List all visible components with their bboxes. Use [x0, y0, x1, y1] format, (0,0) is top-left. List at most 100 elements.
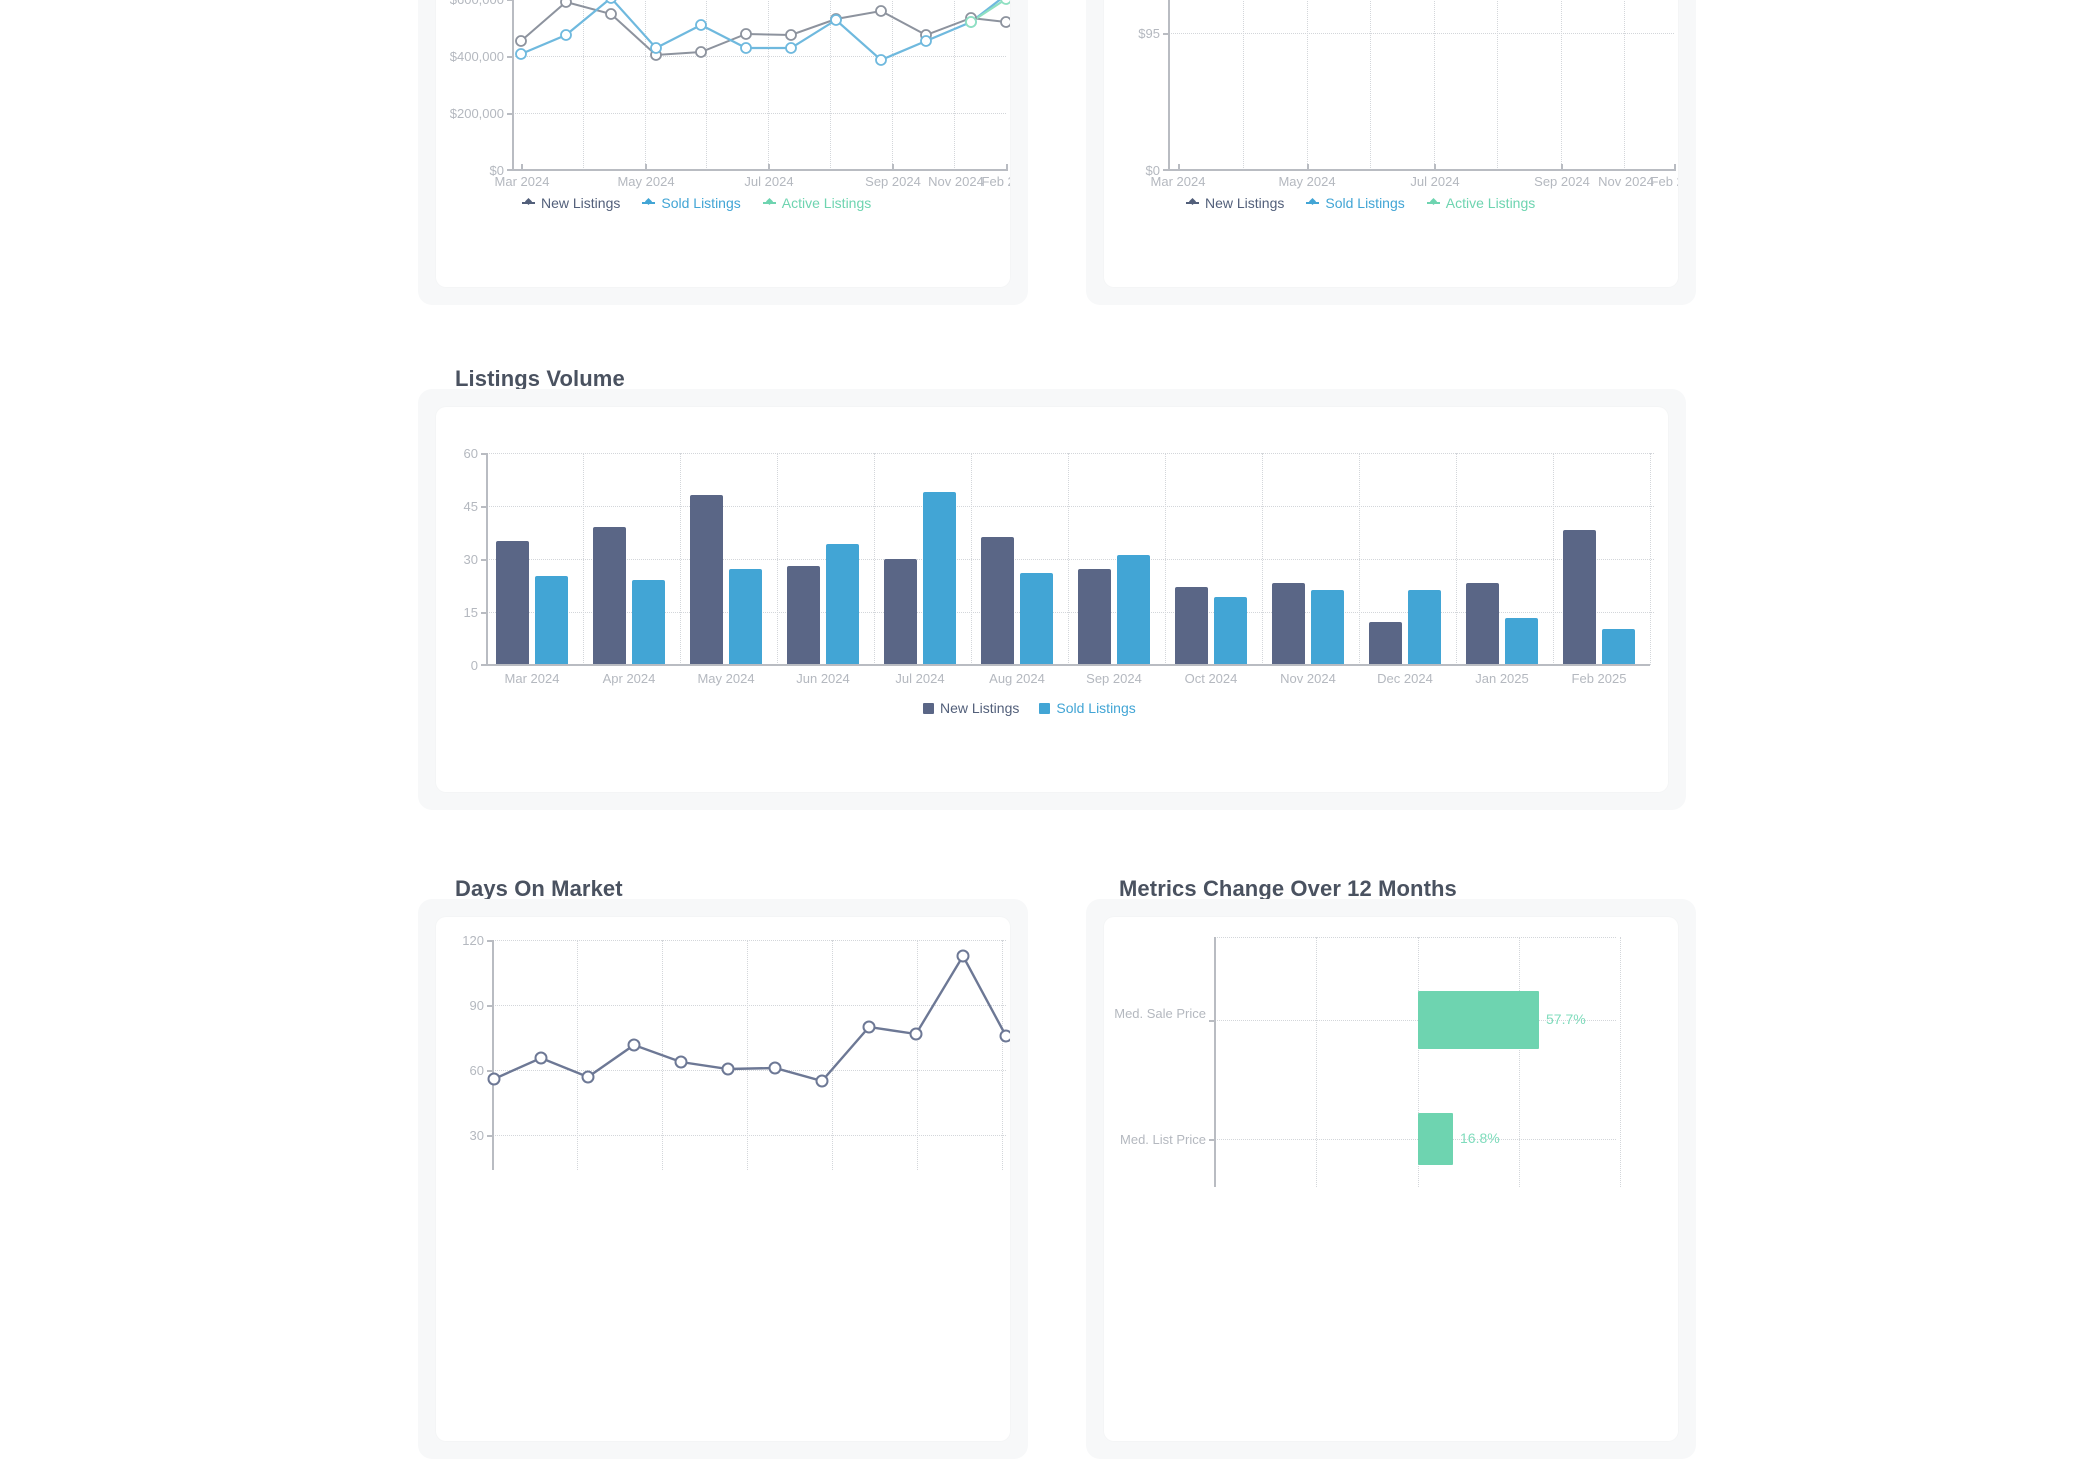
bar-sold-listings[interactable]: [826, 544, 859, 664]
dashboard-page: $600,000 $400,000 $200,000 $0: [0, 0, 2100, 1141]
listings-volume-chart: 60 45 30 15 0: [436, 407, 1668, 792]
bar-sold-listings[interactable]: [1505, 618, 1538, 664]
bar-med-sale-price[interactable]: [1418, 991, 1539, 1049]
y-tick-label: 90: [469, 998, 484, 1013]
y-tick-label: 0: [470, 658, 478, 673]
grid-line-horizontal: [1214, 1139, 1616, 1140]
bar-new-listings[interactable]: [981, 537, 1014, 664]
legend-item-sold-listings[interactable]: Sold Listings: [642, 195, 741, 211]
bar-new-listings[interactable]: [787, 566, 820, 664]
x-tick-mark: [1434, 164, 1436, 170]
bar-sold-listings[interactable]: [729, 569, 762, 664]
y-tick-label: 60: [463, 446, 478, 461]
x-tick-label: Mar 2024: [1150, 174, 1206, 189]
legend-label: Sold Listings: [1325, 195, 1405, 211]
y-tick-mark: [1163, 33, 1169, 35]
x-tick-label: Jun 2024: [796, 671, 850, 686]
bar-new-listings[interactable]: [593, 527, 626, 664]
bar-new-listings[interactable]: [1466, 583, 1499, 664]
days-on-market-card: 120 90 60 30: [418, 899, 1028, 1459]
grid-line-vertical: [1561, 0, 1562, 170]
bar-new-listings[interactable]: [496, 541, 529, 664]
grid-line-horizontal: [486, 559, 1654, 560]
y-axis-line: [492, 940, 494, 1170]
grid-line-horizontal: [1214, 1020, 1616, 1021]
bar-sold-listings[interactable]: [1214, 597, 1247, 664]
grid-line-vertical: [917, 940, 918, 1170]
legend-label: New Listings: [1205, 195, 1285, 211]
y-tick-label: 30: [469, 1128, 484, 1143]
x-tick-label: Nov 2024: [1598, 174, 1654, 189]
bar-new-listings[interactable]: [1078, 569, 1111, 664]
y-tick-mark: [481, 453, 487, 455]
y-tick-label: 120: [462, 933, 484, 948]
bar-sold-listings[interactable]: [1602, 629, 1635, 664]
price-per-sqft-right-chart: $285 $190 $95 $0: [1104, 0, 1678, 287]
grid-line-vertical: [874, 453, 875, 665]
x-tick-mark: [892, 164, 894, 170]
legend-item-new-listings[interactable]: New Listings: [923, 700, 1019, 716]
x-tick-label: Sep 2024: [1086, 671, 1142, 686]
grid-line-horizontal: [512, 113, 1006, 114]
y-tick-label: $0: [1145, 163, 1160, 178]
chart-legend: New Listings Sold Listings Active Listin…: [1186, 195, 1535, 211]
grid-line-vertical: [1519, 937, 1520, 1187]
legend-item-active-listings[interactable]: Active Listings: [1426, 195, 1535, 211]
bar-value-label-med-sale-price: 57.7%: [1546, 1011, 1586, 1027]
bar-new-listings[interactable]: [1272, 583, 1305, 664]
grid-line-horizontal: [486, 612, 1654, 613]
bar-value-label-med-list-price: 16.8%: [1460, 1130, 1500, 1146]
y-tick-label: $600,000: [436, 0, 504, 7]
x-tick-label: Apr 2024: [602, 671, 656, 686]
bar-sold-listings[interactable]: [1311, 590, 1344, 664]
grid-line-vertical: [1262, 453, 1263, 665]
bar-new-listings[interactable]: [884, 559, 917, 664]
listings-volume-title: Listings Volume: [455, 366, 625, 391]
x-tick-label: Jul 2024: [744, 174, 794, 189]
legend-label: Sold Listings: [1056, 700, 1136, 716]
bar-sold-listings[interactable]: [535, 576, 568, 664]
x-tick-label: Feb 2025: [981, 174, 1010, 189]
line-series-svg: [515, 0, 1010, 66]
bar-new-listings[interactable]: [690, 495, 723, 664]
legend-item-sold-listings[interactable]: Sold Listings: [1039, 700, 1136, 716]
x-axis-line: [486, 664, 1650, 666]
grid-line-vertical: [1316, 937, 1317, 1187]
price-trends-left-chart: $600,000 $400,000 $200,000 $0: [436, 0, 1010, 287]
grid-line-vertical: [1624, 0, 1625, 170]
bar-sold-listings[interactable]: [1408, 590, 1441, 664]
grid-line-horizontal: [1168, 33, 1674, 34]
grid-line-horizontal: [492, 940, 1006, 941]
bar-new-listings[interactable]: [1369, 622, 1402, 664]
days-on-market-chart: 120 90 60 30: [436, 917, 1010, 1441]
bar-sold-listings[interactable]: [1020, 573, 1053, 664]
bar-sold-listings[interactable]: [923, 492, 956, 664]
grid-line-vertical: [577, 940, 578, 1170]
grid-line-vertical: [1359, 453, 1360, 665]
bar-new-listings[interactable]: [1175, 587, 1208, 664]
bar-sold-listings[interactable]: [1117, 555, 1150, 664]
y-tick-mark: [507, 56, 513, 58]
grid-line-vertical: [971, 453, 972, 665]
grid-line-horizontal: [492, 1135, 1006, 1136]
chart-legend: New Listings Sold Listings: [923, 700, 1136, 716]
grid-line-vertical: [777, 453, 778, 665]
grid-line-vertical: [832, 940, 833, 1170]
legend-item-active-listings[interactable]: Active Listings: [762, 195, 871, 211]
legend-item-new-listings[interactable]: New Listings: [1186, 195, 1284, 211]
y-tick-mark: [507, 113, 513, 115]
legend-label: New Listings: [541, 195, 621, 211]
line-series-svg: [487, 949, 1010, 1088]
grid-line-vertical: [1650, 453, 1651, 665]
grid-line-horizontal: [512, 56, 1006, 57]
legend-item-new-listings[interactable]: New Listings: [522, 195, 620, 211]
x-tick-mark: [1674, 164, 1676, 170]
grid-line-vertical: [583, 0, 584, 170]
legend-item-sold-listings[interactable]: Sold Listings: [1306, 195, 1405, 211]
grid-line-vertical: [1553, 453, 1554, 665]
line-series-svg: [1104, 0, 1678, 287]
bar-sold-listings[interactable]: [632, 580, 665, 664]
bar-new-listings[interactable]: [1563, 530, 1596, 664]
grid-line-vertical: [1620, 937, 1621, 1187]
bar-med-list-price[interactable]: [1418, 1113, 1453, 1165]
